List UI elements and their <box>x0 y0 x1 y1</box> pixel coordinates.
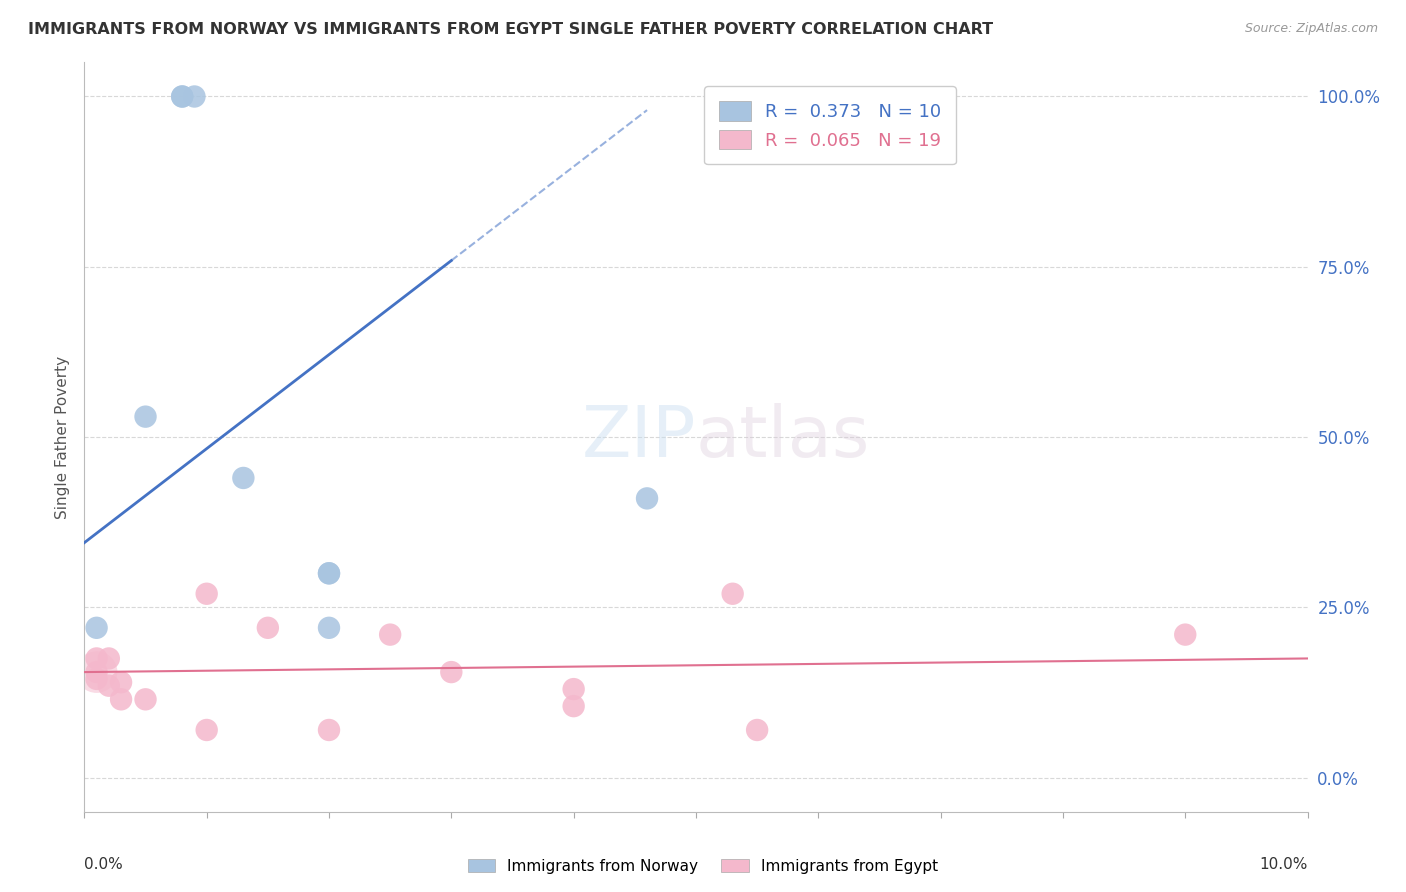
Point <box>1174 627 1197 641</box>
Point <box>86 672 108 686</box>
Point <box>747 723 769 737</box>
Point <box>86 621 108 635</box>
Point <box>172 89 194 103</box>
Point <box>97 651 120 665</box>
Point <box>318 621 340 635</box>
Point <box>721 587 744 601</box>
Point <box>97 679 120 693</box>
Point <box>562 699 585 714</box>
Point <box>86 665 108 679</box>
Text: 10.0%: 10.0% <box>1260 856 1308 871</box>
Point <box>195 723 218 737</box>
Point <box>257 621 280 635</box>
Point <box>380 627 402 641</box>
Text: Source: ZipAtlas.com: Source: ZipAtlas.com <box>1244 22 1378 36</box>
Point <box>232 471 254 485</box>
Text: ZIP: ZIP <box>582 402 696 472</box>
Point <box>135 692 157 706</box>
Point <box>86 665 108 679</box>
Legend: Immigrants from Norway, Immigrants from Egypt: Immigrants from Norway, Immigrants from … <box>461 853 945 880</box>
Text: 0.0%: 0.0% <box>84 856 124 871</box>
Point <box>318 566 340 581</box>
Point <box>318 723 340 737</box>
Point <box>110 692 132 706</box>
Text: atlas: atlas <box>696 402 870 472</box>
Point <box>562 682 585 697</box>
Point <box>318 566 340 581</box>
Point <box>86 651 108 665</box>
Point <box>636 491 658 506</box>
Point <box>110 675 132 690</box>
Point <box>183 89 205 103</box>
Legend: R =  0.373   N = 10, R =  0.065   N = 19: R = 0.373 N = 10, R = 0.065 N = 19 <box>704 87 956 164</box>
Text: IMMIGRANTS FROM NORWAY VS IMMIGRANTS FROM EGYPT SINGLE FATHER POVERTY CORRELATIO: IMMIGRANTS FROM NORWAY VS IMMIGRANTS FRO… <box>28 22 993 37</box>
Point <box>135 409 157 424</box>
Point <box>172 89 194 103</box>
Y-axis label: Single Father Poverty: Single Father Poverty <box>55 356 70 518</box>
Point <box>440 665 463 679</box>
Point <box>195 587 218 601</box>
